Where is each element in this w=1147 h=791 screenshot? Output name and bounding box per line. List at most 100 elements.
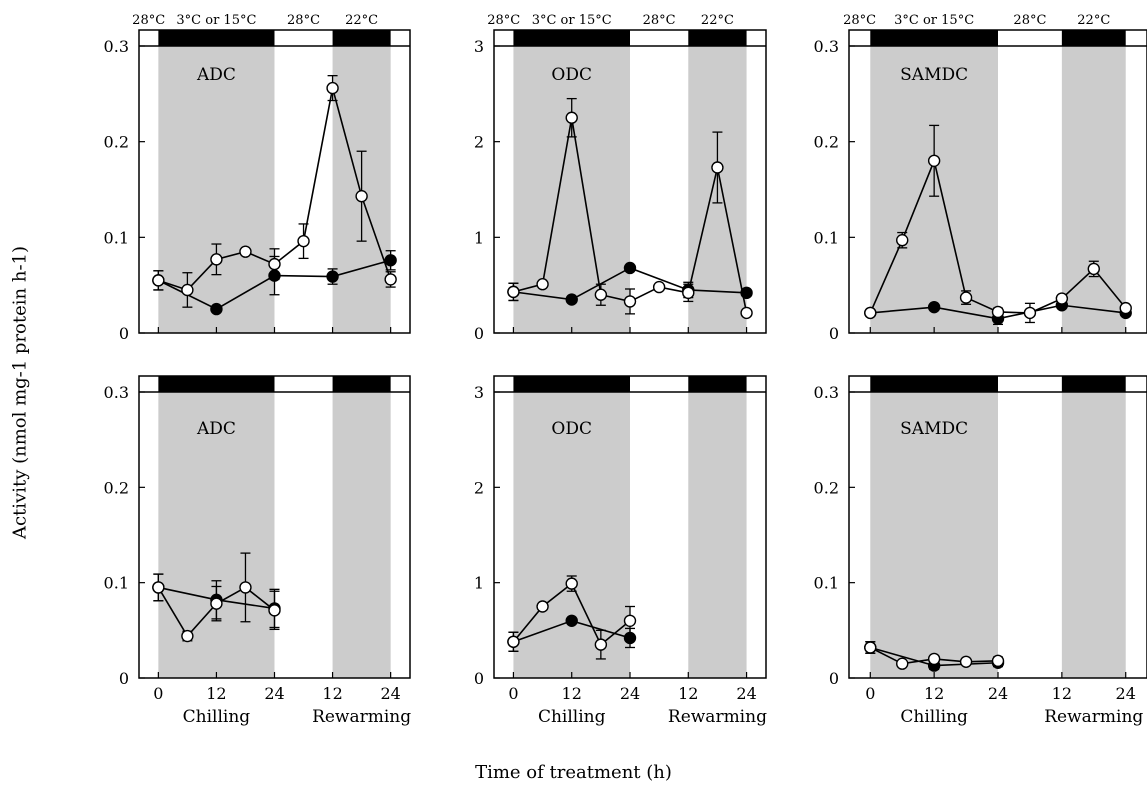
data-point-open (682, 286, 695, 300)
data-point-open (740, 306, 753, 320)
chilling-shaded-band (158, 46, 275, 333)
x-tick-label: 12 (562, 684, 582, 703)
panel-bottom-adc: 0 0.1 0.2 0.3 0 12 24 12 24 Chilling Rewarming ADC (104, 375, 411, 727)
data-point-open (652, 280, 666, 294)
series-open (507, 97, 753, 320)
temperature-label: 28°C (287, 13, 320, 28)
y-tick-label: 0.2 (104, 478, 129, 497)
temperature-bar-cold (513, 30, 630, 46)
y-tick-label: 1 (474, 574, 484, 593)
x-tick-label: 12 (678, 684, 698, 703)
series-open (152, 75, 397, 308)
temperature-label: 28°C (643, 13, 676, 28)
data-point-open (152, 581, 165, 594)
temperature-label: 28°C (1013, 13, 1046, 28)
temperature-label: 22°C (1077, 13, 1110, 28)
x-tick-label: 12 (1052, 684, 1072, 703)
data-point-open (326, 81, 339, 95)
data-point-open (864, 306, 877, 320)
data-point-open (594, 638, 608, 651)
chilling-shaded-band (513, 392, 630, 678)
temperature-bar-22c (332, 30, 391, 46)
data-point-open (565, 577, 578, 590)
data-point-open (507, 285, 520, 299)
temperature-bar-cold (513, 376, 630, 392)
y-tick-label: 0 (829, 669, 839, 688)
data-point-open (1119, 301, 1132, 315)
data-point-open (181, 283, 194, 297)
data-point-open (959, 655, 973, 668)
data-point-filled (565, 293, 578, 306)
x-tick-label: 0 (153, 684, 163, 703)
data-point-open (991, 654, 1005, 668)
panel-title: SAMDC (900, 65, 968, 85)
y-tick-label: 2 (474, 133, 484, 152)
x-tick-label: 12 (206, 684, 226, 703)
temperature-bar-22c (332, 376, 391, 392)
x-tick-label: 24 (380, 684, 400, 703)
x-tick-label: 0 (508, 684, 518, 703)
data-point-open (210, 253, 223, 266)
x-group-label-chilling: Chilling (900, 707, 968, 727)
x-tick-label: 24 (1116, 684, 1136, 703)
data-point-open (181, 629, 194, 643)
chilling-shaded-band (870, 392, 998, 678)
temperature-bar-22c (1061, 30, 1126, 46)
temperature-label: 3°C or 15°C (894, 13, 974, 28)
panel-title: ADC (196, 65, 236, 85)
y-tick-label: 0.2 (104, 133, 129, 152)
chilling-shaded-band (513, 46, 630, 333)
temperature-label: 22°C (345, 13, 378, 28)
x-tick-label: 12 (924, 684, 944, 703)
series-open (152, 552, 281, 643)
x-tick-label: 24 (736, 684, 756, 703)
x-tick-label: 24 (988, 684, 1008, 703)
y-tick-label: 3 (474, 37, 484, 56)
y-tick-label: 0 (119, 324, 129, 343)
temperature-bar-22c (1061, 376, 1126, 392)
temperature-bar-cold (870, 30, 998, 46)
y-tick-label: 1 (474, 228, 484, 247)
y-axis-label: Activity (nmol mg-1 protein h-1) (9, 245, 31, 540)
y-tick-label: 0.3 (104, 383, 129, 402)
x-group-label-rewarming: Rewarming (668, 707, 767, 727)
y-tick-label: 0.1 (814, 228, 839, 247)
data-point-open (152, 274, 165, 287)
data-point-open (623, 614, 637, 627)
data-point-open (355, 189, 368, 203)
y-tick-label: 3 (474, 383, 484, 402)
y-tick-label: 0 (474, 324, 484, 343)
x-tick-label: 0 (865, 684, 875, 703)
y-tick-label: 0.3 (104, 37, 129, 56)
data-point-open (927, 652, 941, 666)
chilling-shaded-band (158, 392, 275, 678)
y-tick-label: 0.2 (814, 133, 839, 152)
x-group-label-rewarming: Rewarming (312, 707, 411, 727)
rewarming-shaded-band (1061, 392, 1126, 678)
series-open (507, 575, 637, 660)
data-point-open (536, 600, 549, 613)
x-tick-label: 12 (322, 684, 342, 703)
y-tick-label: 2 (474, 478, 484, 497)
data-point-open (297, 234, 310, 248)
y-tick-label: 0 (474, 669, 484, 688)
data-point-open (1087, 262, 1100, 276)
y-tick-label: 0.1 (104, 228, 129, 247)
data-point-open (210, 597, 223, 610)
rewarming-shaded-band (1061, 46, 1126, 333)
y-tick-label: 0.3 (814, 37, 839, 56)
panel-title: ODC (551, 419, 592, 439)
series-open (864, 641, 1005, 670)
temperature-label: 3°C or 15°C (176, 13, 256, 28)
data-point-filled (623, 261, 637, 275)
data-point-filled (384, 254, 397, 267)
y-tick-label: 0.3 (814, 383, 839, 402)
data-point-open (1055, 292, 1069, 305)
x-group-label-rewarming: Rewarming (1044, 707, 1143, 727)
rewarming-shaded-band (332, 392, 391, 678)
